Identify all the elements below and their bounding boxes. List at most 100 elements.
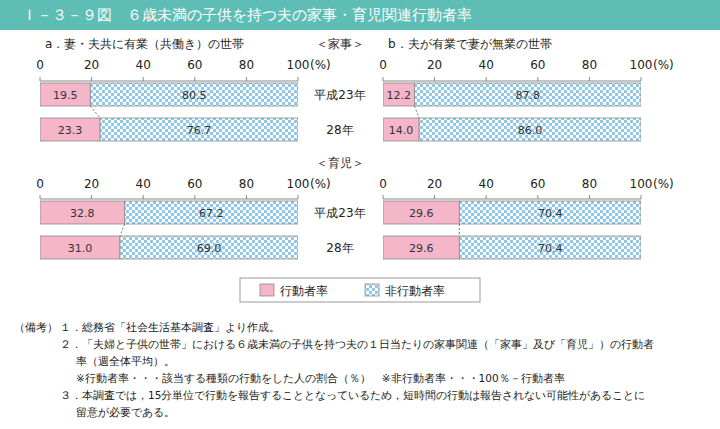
legend-label: 行動者率 [280, 284, 328, 298]
note-line: ２．「夫婦と子供の世帯」における６歳未満の子供を持つ夫の１日当たりの家事関連（「… [60, 338, 654, 351]
data-label: 70.4 [538, 207, 563, 220]
data-label: 70.4 [538, 242, 563, 255]
tick [194, 195, 195, 199]
data-label: 23.3 [58, 124, 83, 137]
bar-segment [383, 201, 459, 224]
tick-label: 100 [287, 58, 310, 72]
data-label: 76.7 [187, 124, 212, 137]
tick [486, 195, 487, 199]
bars [383, 201, 641, 259]
tick [383, 77, 384, 81]
tick-label: 0 [379, 177, 387, 191]
tick-label: 20 [427, 177, 442, 191]
tick-label: 80 [239, 177, 254, 191]
legend: 行動者率非行動者率 [240, 278, 480, 302]
tick [91, 195, 92, 199]
figure: Ｉ－３－９図 ６歳未満の子供を持つ夫の家事・育児関連行動者率 a．妻・夫共に有業（… [0, 0, 720, 429]
tick [537, 77, 538, 81]
tick-label: 20 [84, 177, 99, 191]
data-label: 87.8 [515, 89, 540, 102]
tick [143, 195, 144, 199]
tick-label: 40 [479, 177, 494, 191]
section-label: ＜育児＞ [316, 156, 364, 170]
tick-label: 80 [582, 177, 597, 191]
panel-title: a．妻・夫共に有業（共働き）の世帯 [45, 37, 244, 51]
category-label: 28年 [326, 123, 353, 137]
bar-segment [383, 236, 459, 259]
category-label: 平成23年 [314, 88, 365, 102]
tick-label: 60 [530, 58, 545, 72]
bar-segment [40, 236, 120, 259]
tick-label: 60 [187, 177, 202, 191]
data-label: 80.5 [182, 89, 207, 102]
tick [298, 195, 299, 199]
tick-label: 60 [187, 58, 202, 72]
bars [40, 201, 298, 259]
tick-label: 40 [479, 58, 494, 72]
bar-segment [383, 118, 419, 141]
tick [40, 77, 41, 81]
note-line: 率（週全体平均）。 [76, 355, 175, 367]
data-label: 31.0 [68, 242, 93, 255]
axis-line [40, 199, 298, 200]
panel-title: b．夫が有業で妻が無業の世帯 [388, 37, 552, 51]
tick [246, 77, 247, 81]
connector [414, 106, 419, 118]
tick [143, 77, 144, 81]
data-label: 14.0 [389, 124, 414, 137]
bar-segment [100, 118, 298, 141]
tick-label: 100 [287, 177, 310, 191]
data-label: 29.6 [409, 242, 434, 255]
panel: b．夫が有業で妻が無業の世帯020406080100(%)12.287.814.… [379, 37, 674, 141]
bar-segment [125, 201, 298, 224]
connector [120, 224, 125, 236]
title: Ｉ－３－９図 ６歳未満の子供を持つ夫の家事・育児関連行動者率 [22, 6, 472, 24]
tick-label: 40 [136, 58, 151, 72]
tick [298, 77, 299, 81]
bar-segment [40, 118, 100, 141]
tick [434, 77, 435, 81]
tick-label: 0 [36, 177, 44, 191]
note-line: ３．本調査では，15分単位で行動を報告することとなっているため，短時間の行動は報… [60, 389, 645, 402]
bar-segment [459, 201, 641, 224]
data-label: 29.6 [409, 207, 434, 220]
tick [589, 195, 590, 199]
tick [91, 77, 92, 81]
tick [194, 77, 195, 81]
section-label: ＜家事＞ [316, 37, 364, 51]
axis-label: (%) [653, 58, 674, 72]
tick [641, 77, 642, 81]
note-line: １．総務省「社会生活基本調査」より作成。 [60, 321, 280, 333]
bar-segment [40, 201, 125, 224]
bar-segment [414, 83, 641, 106]
tick-label: 80 [582, 58, 597, 72]
panel: ＜育児＞020406080100(%)32.867.231.069.0平成23年… [36, 156, 365, 259]
bar-segment [459, 236, 641, 259]
notes: （備考）１．総務省「社会生活基本調査」より作成。２．「夫婦と子供の世帯」における… [14, 321, 654, 418]
axis-label: (%) [310, 58, 331, 72]
bars [383, 83, 641, 141]
bar-segment [419, 118, 641, 141]
data-label: 69.0 [197, 242, 222, 255]
tick [537, 195, 538, 199]
tick-label: 40 [136, 177, 151, 191]
bar-segment [90, 83, 298, 106]
tick [641, 195, 642, 199]
tick [40, 195, 41, 199]
panel: 020406080100(%)29.670.429.670.4 [379, 177, 674, 259]
connector [90, 106, 100, 118]
tick-label: 0 [379, 58, 387, 72]
data-label: 86.0 [518, 124, 543, 137]
axis-label: (%) [310, 177, 331, 191]
data-label: 32.8 [70, 207, 95, 220]
data-labels: 32.867.231.069.0 [68, 207, 224, 255]
axis-line [383, 199, 641, 200]
bar-segment [40, 83, 90, 106]
tick-label: 100 [630, 58, 653, 72]
connector [459, 224, 460, 236]
note-line: ※行動者率・・・該当する種類の行動をした人の割合（％） ※非行動者率・・・100… [76, 372, 565, 385]
tick-label: 80 [239, 58, 254, 72]
bar-segment [383, 83, 414, 106]
axis-line [383, 81, 641, 82]
bar-segment [120, 236, 298, 259]
